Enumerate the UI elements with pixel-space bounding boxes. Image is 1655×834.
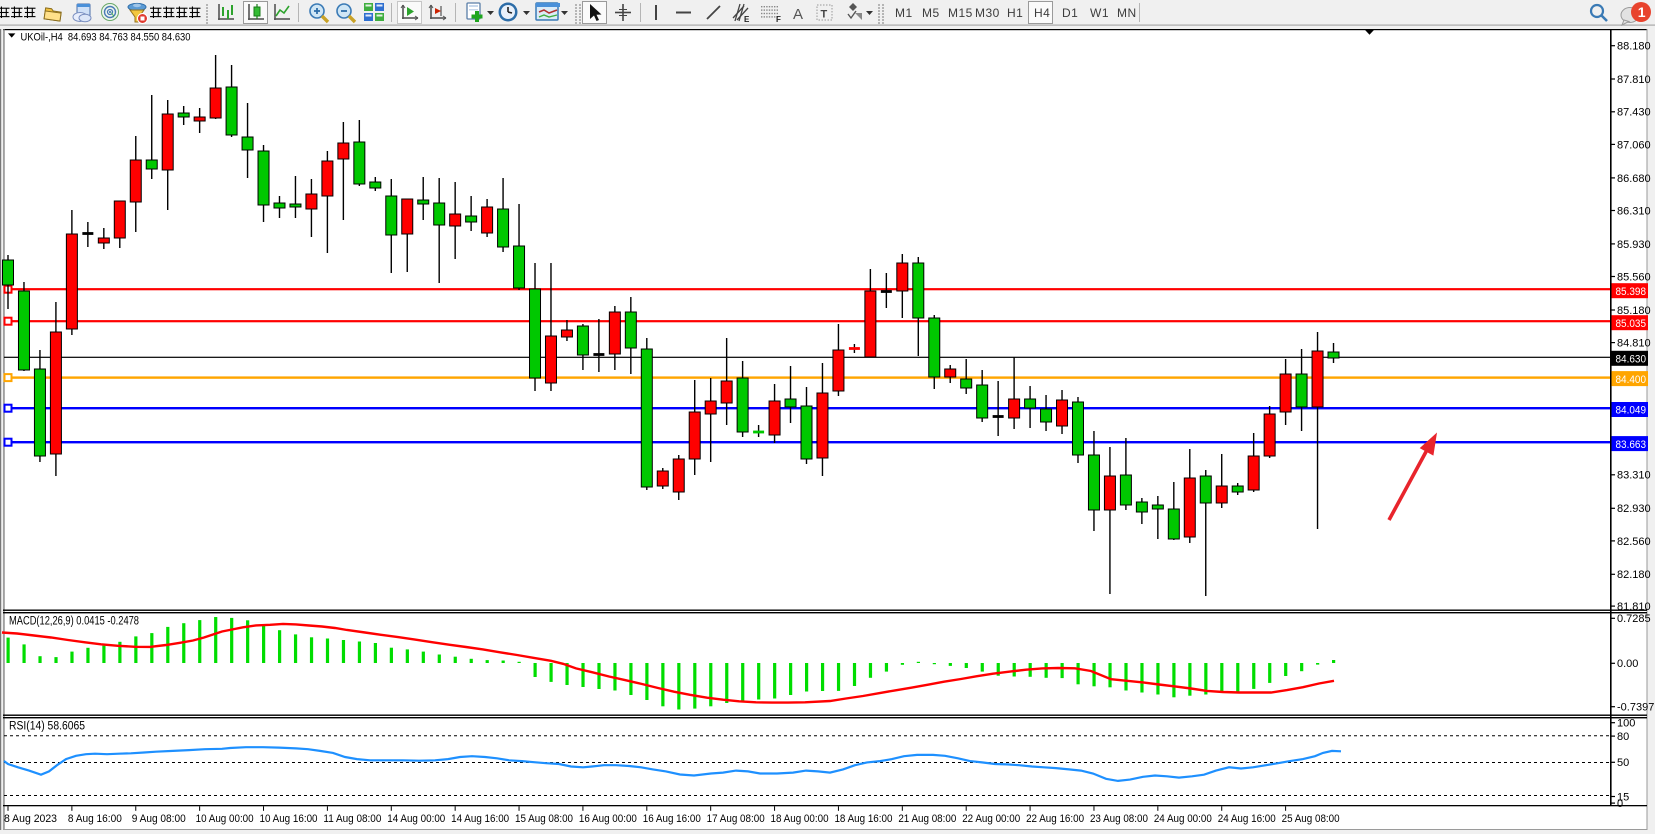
svg-text:88.180: 88.180 <box>1617 41 1651 53</box>
svg-text:E: E <box>744 15 750 24</box>
svg-text:82.180: 82.180 <box>1617 569 1651 581</box>
svg-text:50: 50 <box>1617 757 1629 769</box>
svg-text:23 Aug 08:00: 23 Aug 08:00 <box>1090 813 1148 825</box>
svg-text:21 Aug 08:00: 21 Aug 08:00 <box>898 813 956 825</box>
svg-text:10 Aug 16:00: 10 Aug 16:00 <box>260 813 318 825</box>
svg-text:86.310: 86.310 <box>1617 205 1651 217</box>
svg-text:10 Aug 00:00: 10 Aug 00:00 <box>196 813 254 825</box>
svg-text:0.00: 0.00 <box>1617 658 1638 670</box>
svg-text:84.630: 84.630 <box>1616 354 1647 366</box>
svg-text:T: T <box>821 9 828 21</box>
svg-text:18 Aug 00:00: 18 Aug 00:00 <box>771 813 829 825</box>
svg-text:85.930: 85.930 <box>1617 239 1651 251</box>
svg-text:M30: M30 <box>975 6 1000 20</box>
svg-text:22 Aug 00:00: 22 Aug 00:00 <box>962 813 1020 825</box>
svg-text:9 Aug 08:00: 9 Aug 08:00 <box>132 813 186 825</box>
svg-text:85.035: 85.035 <box>1616 318 1647 330</box>
svg-text:17 Aug 08:00: 17 Aug 08:00 <box>707 813 765 825</box>
svg-text:22 Aug 16:00: 22 Aug 16:00 <box>1026 813 1084 825</box>
svg-text:24 Aug 16:00: 24 Aug 16:00 <box>1218 813 1276 825</box>
svg-text:M15: M15 <box>948 6 973 20</box>
svg-text:87.430: 87.430 <box>1617 107 1651 119</box>
svg-text:82.930: 82.930 <box>1617 503 1651 515</box>
svg-text:M5: M5 <box>922 6 940 20</box>
svg-text:11 Aug 08:00: 11 Aug 08:00 <box>323 813 381 825</box>
svg-text:84.049: 84.049 <box>1616 405 1647 417</box>
svg-text:84.400: 84.400 <box>1616 374 1647 386</box>
svg-text:85.398: 85.398 <box>1616 286 1647 298</box>
svg-text:A: A <box>793 6 803 23</box>
svg-text:-0.7397: -0.7397 <box>1617 702 1654 714</box>
svg-text:85.180: 85.180 <box>1617 305 1651 317</box>
svg-text:14 Aug 00:00: 14 Aug 00:00 <box>387 813 445 825</box>
svg-text:1: 1 <box>1638 4 1646 20</box>
svg-text:84.810: 84.810 <box>1617 338 1651 350</box>
svg-text:87.810: 87.810 <box>1617 74 1651 86</box>
svg-text:0: 0 <box>1617 798 1623 810</box>
svg-text:14 Aug 16:00: 14 Aug 16:00 <box>451 813 509 825</box>
svg-text:81.810: 81.810 <box>1617 601 1651 613</box>
svg-text:18 Aug 16:00: 18 Aug 16:00 <box>834 813 892 825</box>
svg-text:100: 100 <box>1617 718 1635 730</box>
svg-text:F: F <box>776 15 781 24</box>
svg-text:MN: MN <box>1117 6 1137 20</box>
svg-text:25 Aug 08:00: 25 Aug 08:00 <box>1282 813 1340 825</box>
svg-text:16 Aug 00:00: 16 Aug 00:00 <box>579 813 637 825</box>
svg-text:W1: W1 <box>1090 6 1109 20</box>
svg-text:H4: H4 <box>1034 6 1050 20</box>
svg-text:15 Aug 08:00: 15 Aug 08:00 <box>515 813 573 825</box>
svg-text:82.560: 82.560 <box>1617 536 1651 548</box>
svg-text:UKOil-,H4 84.693 84.763 84.55: UKOil-,H4 84.693 84.763 84.550 84.630 <box>21 32 191 44</box>
svg-text:87.060: 87.060 <box>1617 139 1651 151</box>
svg-text:24 Aug 00:00: 24 Aug 00:00 <box>1154 813 1212 825</box>
svg-text:M1: M1 <box>895 6 913 20</box>
svg-text:H1: H1 <box>1007 6 1023 20</box>
svg-text:83.310: 83.310 <box>1617 470 1651 482</box>
svg-text:0.7285: 0.7285 <box>1617 613 1651 625</box>
svg-text:MACD(12,26,9) 0.0415 -0.2478: MACD(12,26,9) 0.0415 -0.2478 <box>9 616 139 628</box>
svg-text:16 Aug 16:00: 16 Aug 16:00 <box>643 813 701 825</box>
svg-text:80: 80 <box>1617 731 1629 743</box>
svg-text:RSI(14) 58.6065: RSI(14) 58.6065 <box>9 721 85 733</box>
svg-text:15: 15 <box>1617 791 1629 803</box>
svg-text:86.680: 86.680 <box>1617 173 1651 185</box>
svg-text:83.663: 83.663 <box>1616 439 1647 451</box>
svg-text:85.560: 85.560 <box>1617 271 1651 283</box>
svg-text:8 Aug 2023: 8 Aug 2023 <box>4 813 57 825</box>
svg-text:D1: D1 <box>1062 6 1078 20</box>
svg-text:8 Aug 16:00: 8 Aug 16:00 <box>68 813 122 825</box>
